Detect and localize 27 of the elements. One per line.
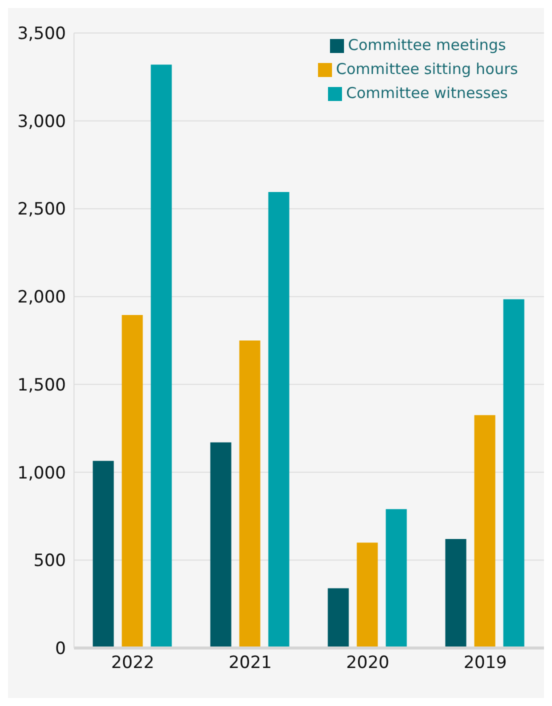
bar [239, 340, 260, 648]
y-tick-label: 500 [34, 551, 66, 572]
bar [328, 588, 349, 648]
legend-label: Committee sitting hours [336, 60, 518, 78]
y-tick-label: 3,500 [17, 24, 66, 44]
bar [210, 442, 232, 648]
bar [445, 539, 466, 648]
bar [122, 315, 143, 648]
y-tick-label: 3,000 [17, 112, 66, 132]
bar [474, 415, 496, 648]
bar [92, 460, 114, 648]
x-tick-label: 2022 [111, 653, 154, 674]
bar [150, 64, 172, 648]
bar [503, 299, 524, 648]
bar [386, 509, 407, 648]
y-tick-label: 2,500 [17, 200, 66, 220]
legend-label: Committee witnesses [346, 84, 508, 102]
y-tick-label: 0 [55, 639, 66, 660]
x-tick-label: 2019 [464, 653, 507, 674]
x-tick-label: 2021 [228, 653, 272, 674]
y-tick-label: 2,000 [17, 288, 66, 308]
bar [268, 192, 290, 648]
legend-label: Committee meetings [348, 36, 506, 54]
bar [356, 542, 378, 648]
y-tick-label: 1,500 [17, 375, 66, 396]
x-tick-label: 2020 [346, 653, 390, 674]
y-tick-label: 1,000 [17, 463, 66, 484]
